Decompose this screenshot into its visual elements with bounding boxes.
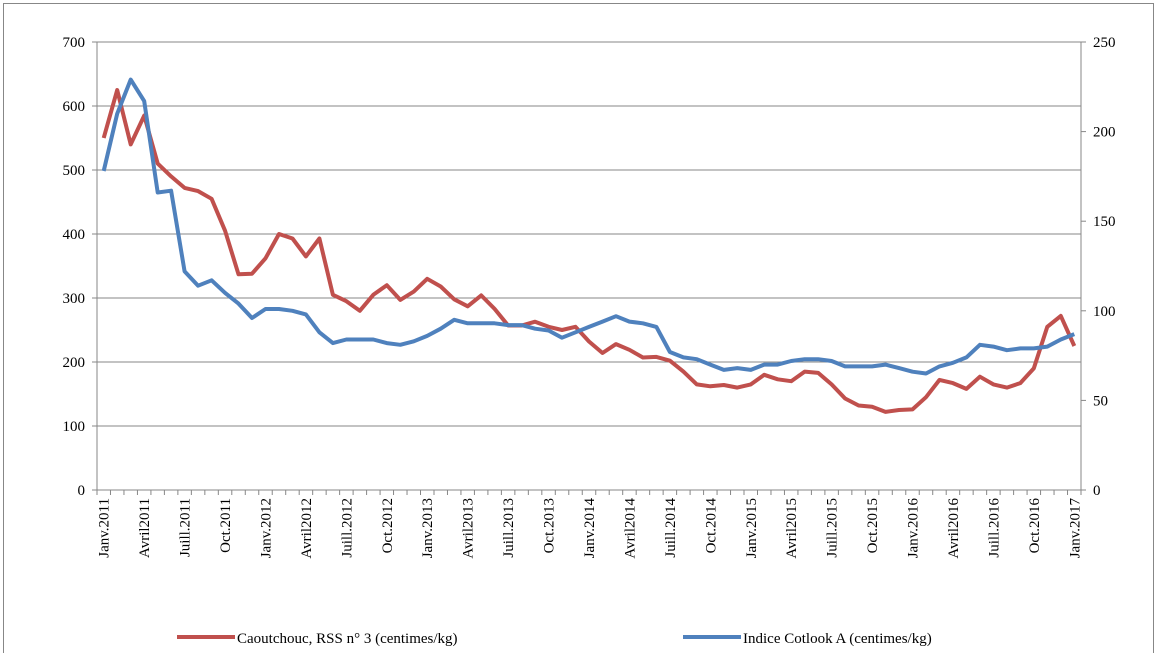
y-tick-label: 100	[63, 419, 86, 435]
x-tick-label: Oct.2015	[865, 498, 881, 553]
x-tick-label: Janv.2011	[97, 498, 113, 558]
x-tick-label: Oct.2011	[218, 498, 234, 553]
y2-tick-label: 150	[1093, 214, 1116, 230]
y2-tick-label: 100	[1093, 304, 1116, 320]
x-tick-label: Janv.2013	[420, 498, 436, 558]
series-line	[101, 88, 1077, 414]
y-tick-label: 700	[63, 35, 86, 51]
x-tick-label: Juill.2015	[825, 498, 841, 558]
x-tick-label: Janv.2014	[582, 498, 598, 559]
y-tick-label: 200	[63, 355, 86, 371]
y-tick-label: 0	[78, 483, 86, 499]
x-tick-label: Janv.2016	[906, 498, 922, 559]
x-tick-label: Avril2013	[461, 498, 477, 559]
x-tick-label: Janv.2015	[744, 498, 760, 558]
x-tick-label: Oct.2014	[703, 498, 719, 554]
x-tick-label: Juill.2013	[501, 498, 517, 558]
x-tick-label: Juill.2016	[986, 498, 1002, 558]
x-tick-label: Avril2015	[784, 498, 800, 559]
y-tick-label: 400	[63, 227, 86, 243]
x-tick-label: Juill.2011	[178, 498, 194, 557]
y2-tick-label: 200	[1093, 125, 1116, 141]
series-line	[101, 77, 1076, 376]
legend-label: Caoutchouc, RSS n° 3 (centimes/kg)	[237, 631, 458, 647]
x-tick-label: Juill.2014	[663, 498, 679, 558]
legend-label: Indice Cotlook A (centimes/kg)	[743, 631, 932, 647]
x-tick-label: Avril2014	[622, 498, 638, 559]
x-tick-label: Avril2012	[299, 498, 315, 559]
y-tick-label: 500	[63, 163, 86, 179]
y2-tick-label: 0	[1093, 483, 1101, 499]
y-tick-label: 600	[63, 99, 86, 115]
y2-tick-label: 250	[1093, 35, 1116, 51]
y2-tick-label: 50	[1093, 393, 1108, 409]
x-tick-label: Juill.2012	[339, 498, 355, 558]
y-tick-label: 300	[63, 291, 86, 307]
x-tick-label: Avril2011	[137, 498, 153, 558]
x-tick-label: Avril2016	[946, 498, 962, 559]
x-tick-label: Janv.2012	[258, 498, 274, 558]
x-tick-label: Oct.2013	[542, 498, 558, 553]
x-tick-label: Oct.2012	[380, 498, 396, 553]
x-tick-label: Oct.2016	[1027, 498, 1043, 554]
x-tick-label: Janv.2017	[1067, 498, 1083, 559]
